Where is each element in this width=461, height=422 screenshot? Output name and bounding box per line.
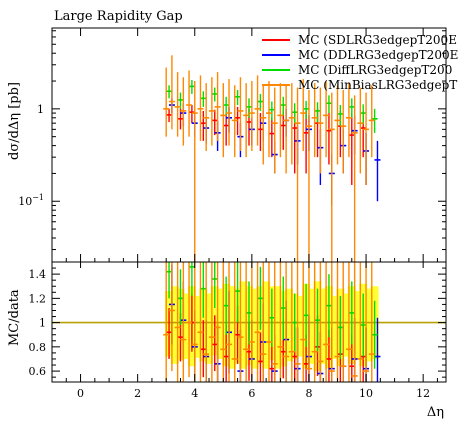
y-tick-label: 10−1 [18,193,44,208]
ratio-y-tick-label: 0.8 [29,341,47,354]
band-segment [319,288,328,364]
x-tick-label: 2 [134,387,141,400]
ratio-y-axis-label: MC/data [7,289,22,346]
band-segment [216,288,225,359]
chart-title: Large Rapidity Gap [54,9,183,24]
ratio-y-tick-label: 1.2 [29,292,47,305]
x-tick-label: 0 [77,387,84,400]
x-axis-label: Δη [427,405,444,420]
band-segment [307,288,316,364]
band-segment [364,288,373,362]
y-axis-label: dσ/dΔη [pb] [7,82,22,160]
band-segment [170,286,179,364]
x-tick-label: 10 [359,387,373,400]
band-segment [205,293,214,364]
band-segment [342,293,351,357]
x-tick-label: 6 [248,387,255,400]
band-segment [353,291,362,359]
band-segment [262,281,271,369]
band-segment [182,293,191,359]
band-segment [284,288,293,362]
main-series-group [163,55,381,262]
band-segment [273,286,282,369]
ratio-plot-frame [51,261,447,383]
ratio-y-tick-label: 0.6 [29,365,47,378]
legend-label: MC (MinBiasLRG3edgepT [298,78,457,92]
band-segment [193,295,202,358]
legend-label: MC (DiffLRG3edgepT200 [298,63,452,77]
y-tick-label: 1 [37,103,44,116]
band-segment [296,295,305,357]
band-segment [330,295,339,359]
band-segment [250,288,259,369]
ratio-y-tick-label: 1 [39,317,46,330]
x-tick-label: 4 [191,387,198,400]
band-segment [227,286,236,369]
x-tick-label: 8 [305,387,312,400]
axes-ticks-group: 0 2 4 6 8 10 12 1 10−1 0.6 0.8 1 1.2 1.4 [18,28,446,400]
ratio-series-group [163,262,381,382]
legend-label: MC (DDLRG3edgepT200E [298,48,458,62]
ratio-y-tick-label: 1.4 [29,268,47,281]
legend-label: MC (SDLRG3edgepT200E [298,33,457,47]
x-tick-label: 12 [416,387,430,400]
band-segment [239,281,248,369]
